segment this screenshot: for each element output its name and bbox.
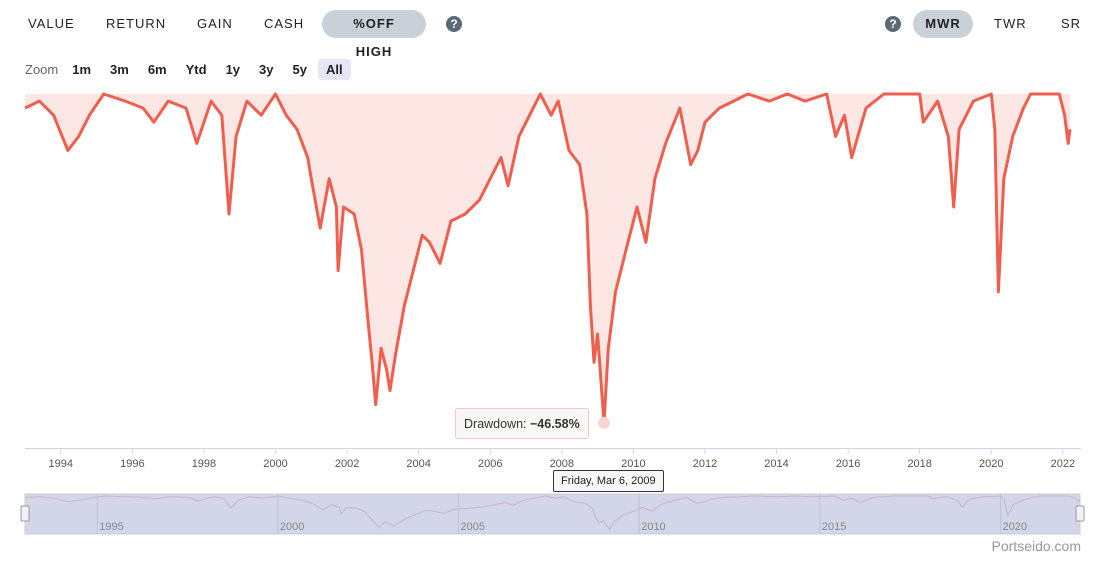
tab-mwr[interactable]: MWR	[913, 10, 973, 38]
zoom-5y[interactable]: 5y	[292, 62, 307, 77]
tooltip-series: Drawdown:	[464, 417, 530, 431]
x-tick-label: 2016	[836, 458, 860, 470]
navigator-tick-label: 2015	[822, 521, 846, 533]
x-tick-label: 2014	[764, 458, 788, 470]
x-tick-label: 2008	[550, 458, 574, 470]
zoom-3m[interactable]: 3m	[110, 62, 129, 77]
zoom-3y[interactable]: 3y	[259, 62, 274, 77]
x-tick-label: 2012	[693, 458, 717, 470]
tooltip-value: −46.58%	[530, 417, 580, 431]
navigator-tick-label: 2020	[1003, 521, 1027, 533]
tab-value[interactable]: VALUE	[28, 16, 75, 31]
zoom-1m[interactable]: 1m	[72, 62, 92, 77]
x-tick-label: 2018	[907, 458, 931, 470]
zoom-1y[interactable]: 1y	[225, 62, 241, 77]
help-icon[interactable]: ?	[446, 16, 462, 32]
navigator-handle[interactable]	[1075, 505, 1085, 522]
drawdown-area	[25, 94, 1070, 423]
x-tick-label: 2004	[406, 458, 430, 470]
navigator-mask	[24, 493, 1081, 535]
zoom-all[interactable]: All	[317, 59, 351, 80]
help-icon[interactable]: ?	[885, 16, 901, 32]
tooltip: Drawdown: −46.58%	[455, 408, 589, 439]
navigator-tick-label: 1995	[99, 521, 123, 533]
navigator-series	[24, 495, 1081, 531]
navigator-tick-label: 2000	[280, 521, 304, 533]
metric-tabs: VALUE RETURN GAIN CASH %OFF HIGH ? ? MWR…	[0, 10, 1106, 59]
x-tick-label: 2006	[478, 458, 502, 470]
tab-gain[interactable]: GAIN	[197, 16, 233, 31]
x-tick-label: 1998	[192, 458, 216, 470]
hover-marker	[598, 416, 611, 429]
tab-off-high[interactable]: %OFF HIGH	[322, 10, 426, 59]
x-tick-label: 2002	[335, 458, 359, 470]
navigator-handle[interactable]	[20, 505, 30, 522]
x-tick-label: 2010	[621, 458, 645, 470]
navigator-tick-label: 2010	[641, 521, 665, 533]
tab-cash[interactable]: CASH	[264, 16, 305, 31]
x-tick-label: 2000	[263, 458, 287, 470]
x-tick-label: 2020	[979, 458, 1003, 470]
navigator-tick-label: 2005	[461, 521, 485, 533]
x-tick-label: 1996	[120, 458, 144, 470]
tooltip-date: Friday, Mar 6, 2009	[553, 470, 664, 492]
tab-sr[interactable]: SR	[1061, 16, 1082, 31]
zoom-label: Zoom	[25, 62, 59, 77]
tab-twr[interactable]: TWR	[994, 16, 1027, 31]
zoom-6m[interactable]: 6m	[147, 62, 167, 77]
x-tick-label: 1994	[49, 458, 73, 470]
zoom-selector: Zoom 1m 3m 6m Ytd 1y 3y 5y All	[25, 59, 354, 80]
zoom-ytd[interactable]: Ytd	[185, 62, 207, 77]
tab-return[interactable]: RETURN	[106, 16, 167, 31]
drawdown-line	[24, 92, 1072, 425]
brand-watermark: Portseido.com	[991, 538, 1081, 554]
x-tick-label: 2022	[1051, 458, 1075, 470]
